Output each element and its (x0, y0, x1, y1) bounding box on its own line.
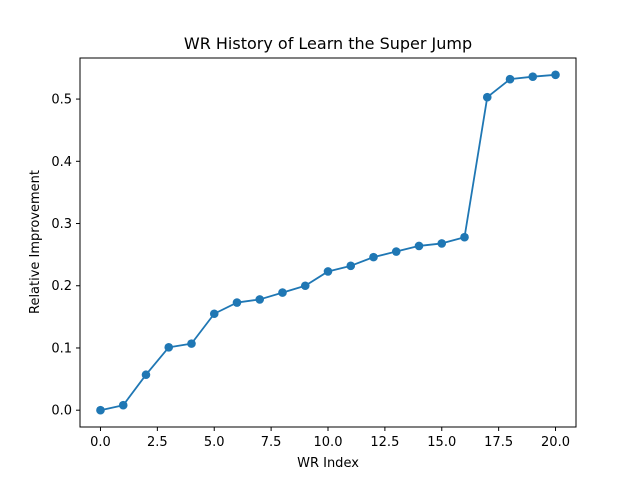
data-point (482, 92, 492, 102)
x-tick-label: 2.5 (147, 435, 168, 450)
x-tick-label: 15.0 (427, 435, 456, 450)
chart-title: WR History of Learn the Super Jump (184, 34, 472, 53)
data-point (505, 74, 515, 84)
data-point (323, 267, 333, 276)
data-point (209, 309, 219, 319)
x-tick-label: 0.0 (90, 435, 111, 450)
x-tick-label: 17.5 (484, 435, 513, 450)
x-tick-label: 20.0 (541, 435, 570, 450)
x-axis-ticks: 0.0 2.5 5.0 7.5 10.0 12.5 15.0 17.5 20.0 (90, 427, 570, 450)
x-tick-label: 5.0 (204, 435, 225, 450)
plot-area: 0.0 2.5 5.0 7.5 10.0 12.5 15.0 17.5 20.0 0.00.10… (51, 57, 577, 450)
x-tick-label: 12.5 (370, 435, 399, 450)
data-point (118, 400, 128, 410)
data-point (346, 261, 356, 271)
data-point (437, 239, 447, 248)
y-tick-label: 0.4 (51, 155, 72, 170)
data-point (528, 72, 538, 81)
x-tick-label: 7.5 (261, 435, 282, 450)
data-point (391, 247, 401, 256)
y-tick-label: 0.1 (51, 341, 72, 356)
data-point (414, 241, 424, 251)
series-layer (96, 70, 560, 415)
y-axis-ticks: 0.0 0.1 0.2 0.3 0.4 0.5 (51, 93, 80, 419)
data-point (460, 232, 469, 242)
y-tick-label: 0.3 (51, 217, 72, 232)
data-point (164, 343, 174, 352)
data-point (551, 70, 560, 80)
x-tick-label: 10.0 (314, 435, 343, 450)
x-axis-label: WR Index (297, 456, 359, 471)
data-point (232, 298, 242, 307)
data-point (278, 288, 287, 297)
y-axis-label: Relative Improvement (28, 170, 43, 314)
data-point (369, 252, 378, 262)
data-point (300, 281, 310, 291)
data-point (141, 370, 151, 380)
y-tick-label: 0.0 (51, 404, 72, 419)
y-tick-label: 0.2 (51, 279, 72, 294)
y-tick-label: 0.5 (51, 93, 72, 108)
data-point (255, 295, 265, 304)
data-point (187, 339, 196, 348)
data-point (96, 405, 105, 415)
